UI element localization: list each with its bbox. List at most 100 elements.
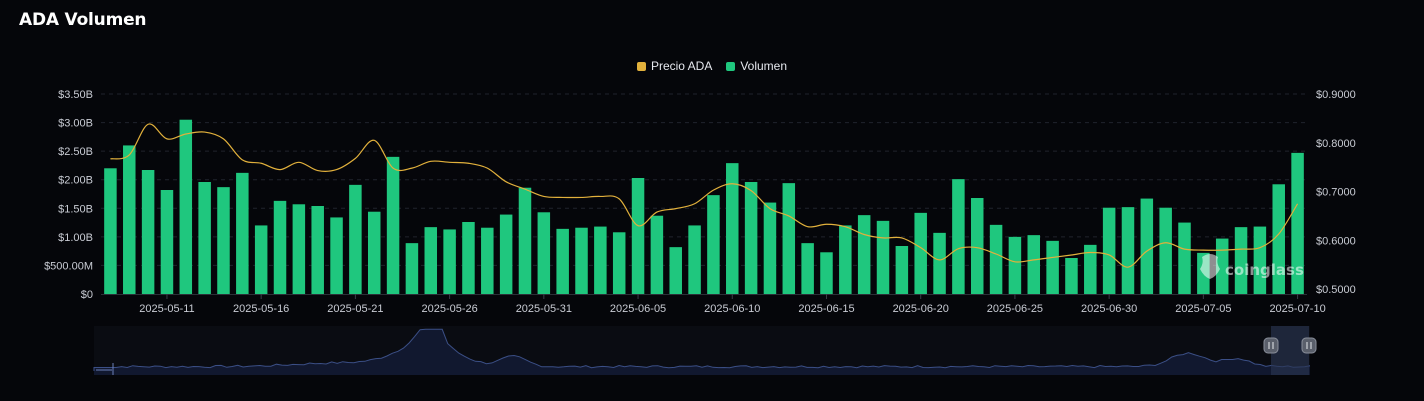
page-title: ADA Volumen bbox=[19, 10, 147, 30]
coinglass-logo-icon bbox=[1200, 254, 1220, 279]
volume-bar[interactable] bbox=[1140, 198, 1154, 294]
volume-bar[interactable] bbox=[311, 206, 324, 294]
volume-bar[interactable] bbox=[160, 190, 174, 294]
legend-item-volume[interactable]: Volumen bbox=[726, 59, 787, 73]
x-tick-label: 2025-05-16 bbox=[233, 303, 289, 315]
volume-bar[interactable] bbox=[1253, 226, 1267, 294]
volume-bar[interactable] bbox=[556, 228, 569, 294]
volume-bar[interactable] bbox=[1102, 207, 1116, 294]
y-left-tick-label: $0 bbox=[81, 289, 93, 301]
volume-bar[interactable] bbox=[367, 211, 381, 294]
legend-item-price[interactable]: Precio ADA bbox=[636, 59, 713, 73]
volume-bar[interactable] bbox=[292, 204, 306, 294]
volume-bar[interactable] bbox=[895, 246, 909, 294]
volume-bar[interactable] bbox=[1121, 207, 1135, 294]
volume-bar[interactable] bbox=[989, 224, 1003, 294]
volume-bar[interactable] bbox=[631, 178, 645, 294]
volume-bar[interactable] bbox=[104, 168, 117, 294]
volume-bar[interactable] bbox=[330, 217, 343, 294]
volume-bar[interactable] bbox=[179, 119, 193, 294]
y-left-tick-label: $3.00B bbox=[58, 118, 93, 130]
volume-bar[interactable] bbox=[537, 212, 551, 294]
volume-bar[interactable] bbox=[462, 222, 475, 294]
volume-bar[interactable] bbox=[1215, 238, 1229, 294]
x-tick-label: 2025-07-05 bbox=[1175, 303, 1231, 315]
y-right-tick-label: $0.9000 bbox=[1316, 89, 1356, 101]
x-tick-label: 2025-06-25 bbox=[987, 303, 1043, 315]
x-tick-label: 2025-05-31 bbox=[516, 303, 572, 315]
x-tick-label: 2025-05-21 bbox=[327, 303, 383, 315]
volume-bar[interactable] bbox=[1159, 207, 1172, 294]
volume-bar[interactable] bbox=[876, 220, 890, 294]
volume-bar[interactable] bbox=[386, 156, 400, 294]
volume-bar[interactable] bbox=[443, 229, 456, 294]
volume-bar[interactable] bbox=[688, 225, 701, 294]
legend-swatch-price bbox=[636, 61, 646, 71]
volume-bars bbox=[104, 119, 1304, 294]
volume-bar[interactable] bbox=[1291, 152, 1304, 294]
volume-bar[interactable] bbox=[405, 243, 419, 294]
volume-bar[interactable] bbox=[952, 179, 965, 294]
volume-bar[interactable] bbox=[123, 145, 136, 294]
navigator-area bbox=[94, 329, 1310, 375]
navigator-handle-left[interactable] bbox=[1263, 337, 1279, 354]
volume-bar[interactable] bbox=[839, 225, 852, 294]
volume-bar[interactable] bbox=[141, 170, 155, 294]
coinglass-watermark: coinglass bbox=[1200, 254, 1304, 279]
volume-bar[interactable] bbox=[1008, 236, 1022, 294]
x-tick-label: 2025-06-20 bbox=[893, 303, 949, 315]
volume-bar[interactable] bbox=[1027, 235, 1041, 294]
volume-bar[interactable] bbox=[217, 187, 230, 294]
volume-bar[interactable] bbox=[669, 247, 682, 294]
y-left-tick-label: $1.50B bbox=[58, 203, 93, 215]
x-tick-label: 2025-06-15 bbox=[798, 303, 854, 315]
volume-bar[interactable] bbox=[594, 226, 607, 294]
y-left-tick-label: $1.00B bbox=[58, 232, 93, 244]
x-tick-label: 2025-05-11 bbox=[139, 303, 194, 315]
volume-bar[interactable] bbox=[1046, 240, 1059, 294]
volume-bar[interactable] bbox=[424, 227, 438, 294]
volume-bar[interactable] bbox=[1065, 258, 1078, 294]
x-tick-label: 2025-06-10 bbox=[704, 303, 760, 315]
y-right-tick-label: $0.7000 bbox=[1316, 187, 1356, 199]
volume-bar[interactable] bbox=[1234, 227, 1248, 294]
volume-bar[interactable] bbox=[612, 232, 626, 294]
x-tick-label: 2025-05-26 bbox=[421, 303, 477, 315]
chart-legend: Precio ADA Volumen bbox=[0, 59, 1424, 73]
legend-label-volume: Volumen bbox=[740, 59, 788, 73]
volume-bar[interactable] bbox=[744, 182, 758, 294]
volume-bar[interactable] bbox=[349, 184, 362, 294]
volume-bar[interactable] bbox=[933, 232, 946, 294]
navigator-line bbox=[93, 328, 1311, 371]
volume-bar[interactable] bbox=[707, 195, 720, 294]
y-right-tick-label: $0.8000 bbox=[1316, 138, 1356, 150]
volume-bar[interactable] bbox=[763, 202, 777, 294]
volume-bar[interactable] bbox=[914, 212, 927, 294]
volume-bar[interactable] bbox=[782, 183, 796, 294]
volume-bar[interactable] bbox=[650, 215, 664, 294]
y-left-tick-label: $3.50B bbox=[58, 89, 93, 101]
volume-bar[interactable] bbox=[1272, 184, 1285, 294]
volume-bar[interactable] bbox=[970, 198, 984, 294]
range-navigator[interactable] bbox=[93, 326, 1317, 375]
volume-bar[interactable] bbox=[1084, 244, 1097, 294]
y-left-tick-label: $500.00M bbox=[44, 260, 93, 272]
volume-bar[interactable] bbox=[499, 214, 513, 294]
volume-bar[interactable] bbox=[801, 243, 814, 294]
watermark-text: coinglass bbox=[1225, 261, 1304, 279]
legend-label-price: Precio ADA bbox=[650, 59, 713, 73]
volume-bar[interactable] bbox=[1178, 222, 1191, 294]
volume-bar[interactable] bbox=[857, 215, 871, 294]
volume-bar[interactable] bbox=[575, 227, 588, 294]
volume-bar[interactable] bbox=[820, 252, 833, 294]
volume-bar[interactable] bbox=[273, 200, 287, 294]
volume-bar[interactable] bbox=[236, 172, 249, 294]
volume-bar[interactable] bbox=[518, 187, 532, 294]
volume-bar[interactable] bbox=[726, 163, 739, 294]
volume-bar[interactable] bbox=[254, 225, 268, 294]
volume-bar[interactable] bbox=[481, 227, 494, 294]
y-left-tick-label: $2.50B bbox=[58, 146, 93, 158]
navigator-handle-right[interactable] bbox=[1301, 337, 1317, 354]
volume-bar[interactable] bbox=[198, 182, 211, 294]
